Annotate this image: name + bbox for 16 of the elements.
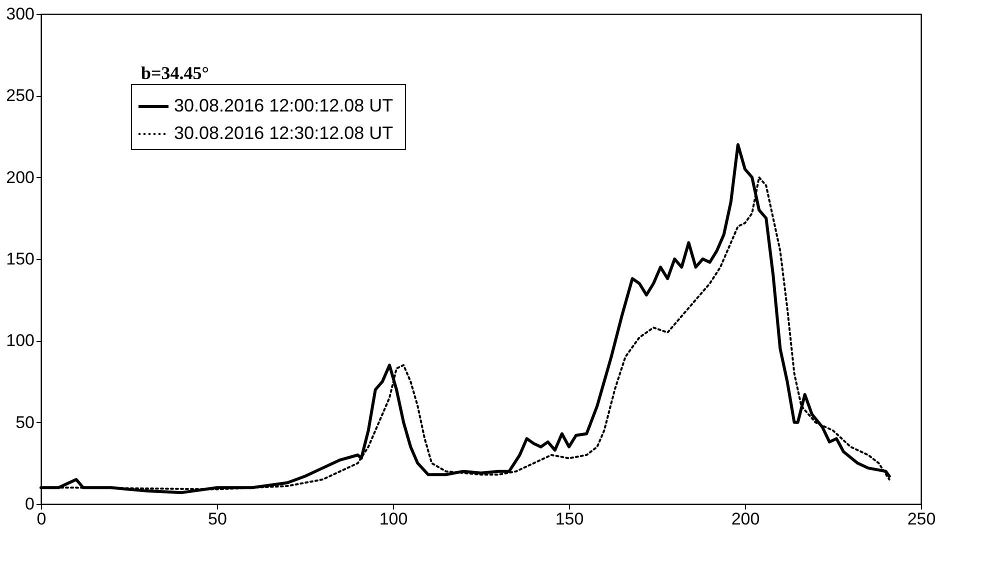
y-tick-label: 150	[6, 250, 34, 268]
x-tick-label: 150	[555, 510, 584, 528]
y-tick-label: 50	[16, 412, 34, 432]
x-tick-label: 250	[907, 510, 936, 528]
x-tick-label: 200	[731, 510, 760, 528]
x-tick-label: 0	[36, 510, 46, 528]
y-tick-label: 0	[25, 494, 34, 514]
y-tick-label: 200	[6, 168, 34, 187]
legend-label: 30.08.2016 12:30:12.08 UT	[174, 123, 394, 143]
y-tick-label: 100	[6, 331, 34, 350]
legend-label: 30.08.2016 12:00:12.08 UT	[174, 96, 394, 116]
y-tick-label: 250	[6, 86, 34, 106]
x-tick-label: 100	[379, 510, 408, 528]
y-tick-label: 300	[6, 4, 34, 24]
annotation: b=34.45°	[141, 63, 209, 83]
x-tick-label: 50	[208, 510, 227, 528]
